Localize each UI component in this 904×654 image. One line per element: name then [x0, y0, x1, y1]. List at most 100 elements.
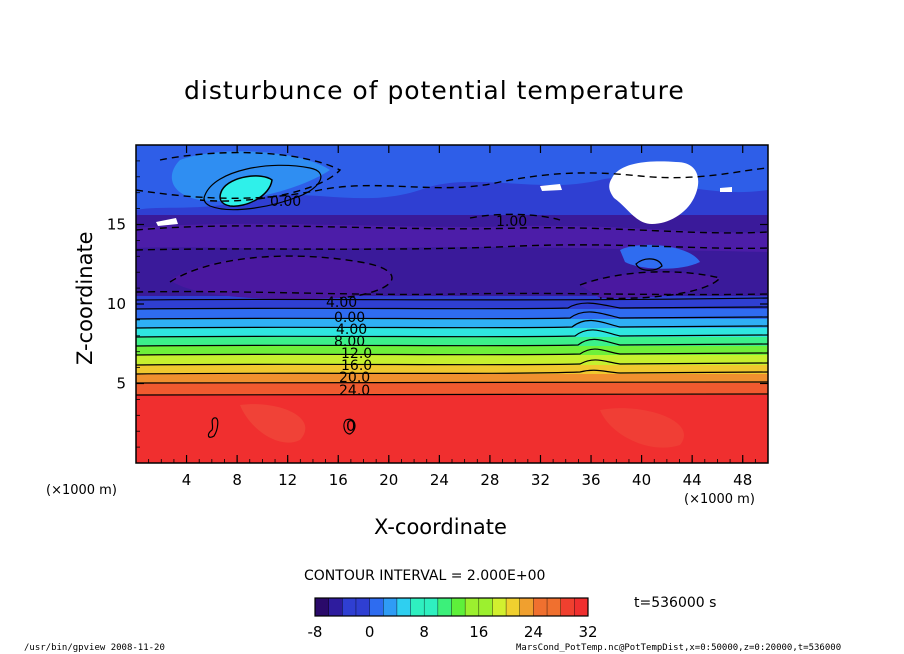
colorbar-swatch — [533, 598, 548, 616]
x-tick-label: 28 — [480, 471, 499, 489]
red-variation2 — [600, 408, 684, 448]
contour-label: 4.00 — [336, 322, 368, 338]
contour-line — [136, 167, 768, 199]
band-blue — [136, 309, 768, 319]
y-ticks: 5 10 15 — [107, 144, 768, 464]
contour-line — [635, 258, 663, 271]
contour-line — [207, 417, 219, 438]
colorbar-swatch — [437, 598, 452, 616]
contour-label: 8.00 — [334, 334, 366, 350]
colorbar-swatch — [355, 598, 371, 616]
colorbar-swatch — [342, 598, 357, 616]
band-yellow — [136, 365, 768, 374]
contour-line — [169, 255, 393, 299]
band-green — [136, 346, 768, 355]
contour-line — [159, 151, 342, 202]
colorbar-swatch — [383, 598, 398, 616]
x-tick-label: 44 — [683, 471, 702, 489]
contour-line — [136, 381, 768, 384]
colorbar-tick-label: 8 — [419, 623, 429, 641]
blue-spot-right — [620, 244, 700, 269]
x-tick-label: 32 — [531, 471, 550, 489]
x-tick-label: 20 — [379, 471, 398, 489]
contour-line — [203, 164, 322, 211]
colorbar-swatch — [547, 598, 562, 616]
band-green2 — [136, 337, 768, 346]
colorbar-tick-label: 16 — [469, 623, 488, 641]
contour-line — [136, 329, 768, 338]
x-tick-label: 16 — [329, 471, 348, 489]
colorbar-swatch — [451, 598, 466, 616]
contour-label: 0.00 — [270, 194, 302, 210]
contour-line — [136, 297, 768, 301]
red-variation — [240, 404, 306, 443]
colorbar-tick-label: 24 — [524, 623, 543, 641]
colorbar-swatch — [519, 598, 534, 616]
colorbar-swatch — [369, 598, 384, 616]
x-tick-label: 8 — [232, 471, 242, 489]
x-ticks: 4 8 12 16 20 24 28 32 36 40 44 48 — [135, 145, 769, 489]
contour-line — [136, 338, 768, 347]
band-lightblue — [136, 319, 768, 328]
colorbar-tick-label: 32 — [578, 623, 597, 641]
colorbar-swatch — [574, 598, 589, 616]
contour-line — [136, 348, 768, 356]
white-patch-small1 — [540, 184, 562, 191]
colorbar-swatch — [424, 598, 439, 616]
band-orange2 — [136, 374, 768, 383]
purple-lens-right — [580, 271, 720, 299]
colorbar-swatch — [478, 598, 493, 616]
y-axis-unit: (×1000 m) — [46, 483, 117, 498]
y-axis-title: Z-coordinate — [73, 231, 97, 365]
contour-field — [136, 145, 768, 463]
time-label: t=536000 s — [634, 595, 717, 611]
contour-label: 4.00 — [326, 295, 358, 311]
colorbar-swatch — [328, 598, 343, 616]
x-tick-label: 24 — [430, 471, 449, 489]
white-patch-small3 — [720, 187, 732, 192]
contour-line — [469, 213, 561, 221]
colorbar-swatch — [492, 598, 507, 616]
footer-right: MarsCond_PotTemp.nc@PotTempDist,x=0:5000… — [516, 643, 842, 653]
colorbar-swatch — [396, 598, 412, 616]
contour-line — [579, 271, 722, 300]
contour-line — [136, 369, 768, 375]
y-tick-label: 10 — [107, 295, 126, 313]
chart-title: disturbunce of potential temperature — [184, 76, 685, 105]
y-tick-label: 15 — [107, 216, 126, 234]
contour-line — [136, 359, 768, 366]
colorbar-swatch — [315, 598, 330, 616]
contour-label: 1.00 — [496, 214, 528, 230]
colorbar-swatch — [506, 598, 521, 616]
colorbar-frame — [314, 597, 589, 617]
contour-line — [136, 225, 768, 234]
colorbar-tick-label: -8 — [308, 623, 323, 641]
x-axis-unit: (×1000 m) — [684, 492, 755, 507]
x-tick-label: 4 — [182, 471, 192, 489]
colorbar-swatch — [465, 598, 480, 616]
contour-line — [343, 418, 356, 435]
contour-line — [136, 302, 768, 310]
contour-label: 20.0 — [339, 370, 371, 386]
band-orange — [136, 383, 768, 395]
contour-lines-dashed — [136, 151, 768, 300]
colorbar-tick-label: 0 — [365, 623, 375, 641]
y-tick-label: 5 — [116, 375, 126, 393]
contour-label: 0.00 — [334, 310, 366, 326]
contour-label: 12.0 — [341, 346, 373, 362]
x-tick-label: 12 — [278, 471, 297, 489]
contour-line — [136, 311, 768, 320]
contour-line — [136, 244, 768, 251]
colorbar: -8 0 8 16 24 32 — [308, 597, 598, 641]
contour-line — [136, 393, 768, 396]
contour-interval-text: CONTOUR INTERVAL = 2.000E+00 — [304, 568, 546, 584]
colorbar-swatch — [560, 598, 575, 616]
colorbar-swatch — [410, 598, 425, 616]
contour-line — [136, 319, 768, 329]
x-tick-label: 48 — [733, 471, 752, 489]
white-patch-small2 — [156, 218, 178, 226]
band-yellowgreen — [136, 355, 768, 365]
contour-label: 16.0 — [341, 358, 373, 374]
